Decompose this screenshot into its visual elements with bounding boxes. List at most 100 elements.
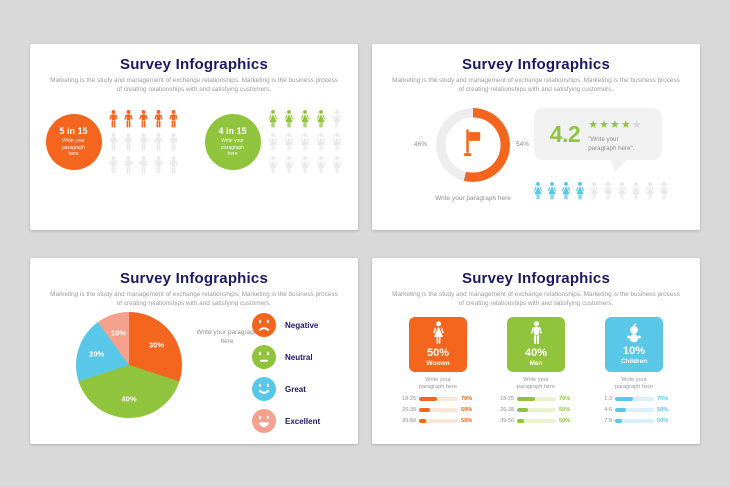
age-range-label: 18-25	[500, 396, 514, 403]
stat-note: Write your paragraph here	[221, 137, 244, 158]
pie-caption: Write your paragraph here	[196, 329, 258, 346]
female-icon	[430, 321, 447, 346]
bar-track	[615, 396, 654, 402]
bar-fill	[419, 407, 431, 413]
legend-label: Excellent	[285, 416, 321, 426]
person-icon	[153, 109, 164, 130]
male-icon	[528, 321, 545, 346]
person-icon	[588, 178, 600, 205]
bar-fill	[419, 396, 437, 402]
stat-value: 5 in 15	[59, 125, 88, 136]
donut-right-label: 54%	[516, 141, 530, 148]
bar-value-label: 70%	[559, 396, 571, 403]
bar-track	[419, 396, 458, 402]
donut-left-label: 46%	[414, 141, 428, 148]
bar-value-label: 50%	[461, 418, 473, 425]
person-icon	[123, 155, 134, 176]
stat-circle: 4 in 15 Write your paragraph here	[204, 114, 261, 171]
smile-face-icon	[252, 377, 276, 401]
donut-chart	[436, 108, 510, 182]
person-icon	[168, 155, 179, 176]
bar-track	[615, 407, 654, 413]
card-note: Write your paragraph here	[516, 376, 556, 391]
bar-value-label: 70%	[657, 396, 669, 403]
slide-demographics: Survey Infographics Marketing is the stu…	[372, 258, 700, 444]
legend-item: Negative	[252, 313, 320, 337]
person-icon	[630, 178, 642, 205]
person-icon	[299, 155, 311, 176]
star-icon: ★	[609, 118, 621, 131]
bar-fill	[517, 407, 529, 413]
card-percent: 40%	[524, 347, 548, 360]
slide-subtitle: Marketing is the study and management of…	[50, 291, 338, 308]
demographic-column: 10% Children Write your paragraph here 1-3 7…	[598, 316, 670, 424]
bar-track	[419, 418, 458, 424]
rating-right: ★★★★★ "Write your paragraph here".	[588, 115, 646, 153]
person-icon	[283, 109, 295, 130]
star-icon: ★	[631, 118, 643, 131]
person-icon	[602, 178, 614, 205]
bar-fill	[615, 407, 627, 413]
age-bar-row: 18-25 70%	[500, 396, 572, 402]
age-bar-row: 18-25 70%	[402, 396, 474, 402]
person-icon	[153, 155, 164, 176]
age-range-label: 39-50	[402, 418, 416, 425]
pie-legend: Negative Neutral Great Excellent	[252, 313, 320, 433]
age-range-label: 26-38	[402, 407, 416, 414]
slide-subtitle: Marketing is the study and management of…	[392, 77, 680, 94]
card-note: Write your paragraph here	[614, 376, 654, 391]
legend-item: Great	[252, 377, 320, 401]
person-icon	[331, 155, 343, 176]
stat-note: Write your paragraph here	[62, 137, 85, 158]
age-range-label: 18-25	[402, 396, 416, 403]
legend-item: Excellent	[252, 409, 320, 433]
age-range-label: 1-3	[604, 396, 612, 403]
donut-caption: Write your paragraph here	[435, 195, 511, 202]
star-icon: ★	[599, 118, 610, 131]
card-label: Women	[426, 360, 450, 368]
card-percent: 50%	[426, 347, 450, 360]
person-icon	[168, 109, 179, 130]
bar-value-label: 50%	[461, 407, 473, 414]
demographic-card: 10% Children	[605, 316, 663, 372]
person-icon	[283, 155, 295, 176]
person-icon	[574, 178, 586, 205]
person-icon	[315, 109, 327, 130]
neutral-face-icon	[252, 345, 276, 369]
demographic-columns: 50% Women Write your paragraph here 18-25 70…	[372, 316, 700, 425]
bar-value-label: 50%	[657, 407, 669, 414]
slide-title: Survey Infographics	[461, 56, 610, 73]
star-icon: ★	[620, 118, 632, 131]
age-bars: 18-25 70% 26-38 50% 39-50 50%	[500, 396, 572, 424]
age-bar-row: 26-38 50%	[402, 407, 474, 413]
pictograph-grid	[108, 109, 179, 176]
pictograph-grid	[267, 109, 343, 176]
person-icon	[138, 109, 149, 130]
bar-fill	[517, 418, 524, 424]
person-icon	[267, 109, 279, 130]
bar-track	[419, 407, 458, 413]
pictograph-groups: 5 in 15 Write your paragraph here 4 in 15 W…	[30, 109, 358, 176]
pie-slice-label: 40%	[121, 394, 137, 404]
card-percent: 10%	[622, 345, 646, 358]
person-icon	[560, 178, 572, 205]
rating-bubble: 4.2 ★★★★★ "Write your paragraph here".	[534, 108, 662, 160]
person-icon	[299, 109, 311, 130]
baby-icon	[624, 323, 644, 344]
slide-subtitle: Marketing is the study and management of…	[392, 291, 680, 308]
bar-value-label: 50%	[559, 407, 571, 414]
sad-face-icon	[252, 313, 276, 337]
card-note: Write your paragraph here	[418, 376, 458, 391]
bar-track	[517, 396, 556, 402]
person-icon	[658, 178, 670, 205]
person-icon	[546, 178, 558, 205]
pie-slice-label: 30%	[148, 340, 165, 350]
pie-slice-label: 20%	[89, 349, 105, 359]
bar-fill	[615, 396, 633, 402]
legend-label: Negative	[285, 320, 319, 330]
bar-value-label: 70%	[461, 396, 473, 403]
bar-fill	[517, 396, 535, 402]
slide-subtitle: Marketing is the study and management of…	[50, 77, 338, 94]
rating-score: 4.2	[549, 120, 581, 147]
